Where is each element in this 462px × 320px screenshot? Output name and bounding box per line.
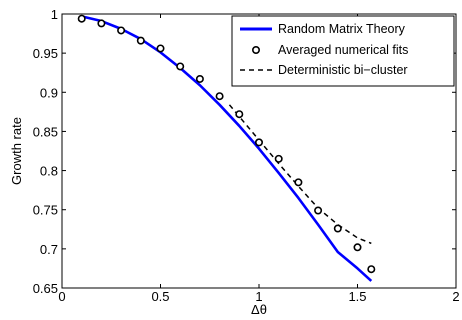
data-point-fits bbox=[235, 110, 244, 119]
legend: Random Matrix Theory Averaged numerical … bbox=[231, 15, 455, 87]
data-point-fits bbox=[314, 206, 323, 215]
data-point-fits bbox=[97, 19, 106, 28]
y-tick-label: 0.65 bbox=[33, 281, 58, 296]
y-axis-label: Growth rate bbox=[9, 117, 24, 185]
data-point-fits bbox=[117, 26, 126, 35]
x-axis-label: Δθ bbox=[251, 302, 267, 317]
y-tick-label: 0.8 bbox=[40, 164, 58, 179]
x-tick-label: 1.5 bbox=[348, 289, 366, 304]
legend-swatch-fits bbox=[252, 45, 261, 54]
data-point-fits bbox=[367, 265, 376, 274]
x-tick-label: 0 bbox=[58, 289, 65, 304]
legend-label-rmt: Random Matrix Theory bbox=[278, 22, 406, 36]
data-point-fits bbox=[77, 14, 86, 23]
series-layer bbox=[77, 14, 376, 282]
y-tick-label: 1 bbox=[51, 7, 58, 22]
y-tick-label: 0.9 bbox=[40, 85, 58, 100]
data-point-fits bbox=[294, 178, 303, 187]
data-point-fits bbox=[176, 62, 185, 71]
legend-label-fits: Averaged numerical fits bbox=[278, 43, 408, 57]
tick-labels: 0 0.5 1 1.5 2 0.65 0.7 0.75 0.8 0.85 0.9 0.95 1 bbox=[33, 7, 460, 304]
data-point-fits bbox=[136, 36, 145, 45]
data-point-fits bbox=[255, 138, 264, 147]
y-tick-label: 0.7 bbox=[40, 242, 58, 257]
x-tick-label: 1 bbox=[255, 289, 262, 304]
x-tick-label: 2 bbox=[452, 289, 459, 304]
data-point-fits bbox=[156, 44, 165, 53]
legend-label-bicluster: Deterministic bi−cluster bbox=[278, 63, 408, 77]
data-point-fits bbox=[195, 74, 204, 83]
data-point-fits bbox=[333, 224, 342, 233]
data-point-fits bbox=[215, 92, 224, 101]
series-line-rmt bbox=[81, 15, 373, 282]
x-tick-label: 0.5 bbox=[151, 289, 169, 304]
axis-ticks bbox=[61, 13, 457, 289]
y-tick-label: 0.85 bbox=[33, 124, 58, 139]
data-point-fits bbox=[274, 154, 283, 163]
data-point-fits bbox=[353, 243, 362, 252]
y-tick-label: 0.75 bbox=[33, 203, 58, 218]
y-tick-label: 0.95 bbox=[33, 46, 58, 61]
